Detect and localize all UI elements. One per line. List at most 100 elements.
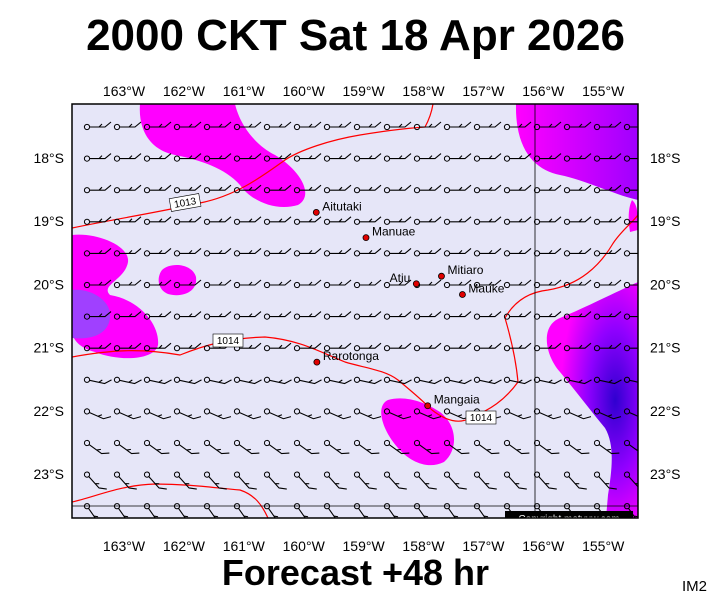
wind-barb bbox=[143, 342, 172, 352]
wind-barb bbox=[323, 247, 352, 257]
wind-barb bbox=[173, 153, 202, 162]
wind-barb bbox=[83, 408, 112, 420]
wind-barb bbox=[263, 503, 286, 518]
wind-barb bbox=[143, 153, 172, 162]
wind-barb bbox=[293, 376, 322, 385]
island-dot bbox=[312, 208, 320, 216]
wind-barb bbox=[413, 153, 442, 162]
wind-patch-west-core bbox=[72, 289, 111, 339]
wind-barb bbox=[473, 279, 502, 289]
wind-barb bbox=[503, 471, 527, 490]
lon-tick-top: 162°W bbox=[163, 83, 206, 99]
wind-barb bbox=[383, 216, 412, 225]
wind-barb bbox=[203, 439, 230, 455]
wind-barb bbox=[263, 184, 292, 194]
wind-barb bbox=[113, 471, 137, 490]
lon-tick-bottom: 157°W bbox=[462, 538, 505, 554]
wind-barb bbox=[623, 187, 638, 194]
wind-barb bbox=[413, 408, 442, 420]
wind-barb bbox=[83, 153, 112, 162]
wind-barb bbox=[654, 185, 681, 193]
product-code: IM2 bbox=[681, 578, 707, 595]
island-label: Mangaia bbox=[434, 393, 480, 407]
wind-barb bbox=[623, 123, 638, 131]
isobar-labels: 1013 1014 1014 bbox=[168, 193, 497, 425]
wind-barb bbox=[623, 408, 638, 420]
wind-barb bbox=[293, 471, 317, 490]
wind-barb bbox=[113, 503, 136, 518]
wind-barb bbox=[203, 153, 232, 162]
wind-barb bbox=[503, 216, 532, 225]
wind-barb bbox=[593, 216, 622, 225]
wind-barb bbox=[143, 279, 172, 289]
wind-barb bbox=[323, 279, 352, 289]
wind-barb bbox=[113, 247, 142, 257]
wind-barb bbox=[503, 184, 532, 194]
wind-barb bbox=[473, 247, 502, 257]
wind-barb bbox=[443, 216, 472, 225]
wind-barb bbox=[143, 408, 172, 420]
wind-barb bbox=[323, 216, 352, 225]
wind-barb bbox=[503, 408, 532, 420]
wind-barb bbox=[323, 439, 350, 455]
wind-barb bbox=[563, 311, 592, 320]
wind-barb bbox=[173, 408, 202, 420]
wind-barb bbox=[623, 281, 638, 289]
wind-barb bbox=[383, 342, 412, 352]
wind-barb bbox=[563, 153, 592, 162]
wind-barb bbox=[593, 184, 622, 194]
wind-barb bbox=[323, 342, 352, 352]
wind-barb bbox=[203, 184, 232, 194]
svg-text:1014: 1014 bbox=[217, 336, 240, 347]
lon-tick-bottom: 162°W bbox=[163, 538, 206, 554]
wind-barb bbox=[293, 184, 322, 194]
island-dot bbox=[362, 234, 370, 242]
wind-patch-east-edge bbox=[628, 200, 638, 232]
wind-barb bbox=[83, 503, 106, 518]
lat-tick-right: 19°S bbox=[650, 213, 681, 229]
wind-barb bbox=[323, 408, 352, 420]
wind-barb bbox=[83, 471, 107, 490]
wind-barb bbox=[503, 376, 532, 385]
wind-barb bbox=[473, 503, 496, 518]
lon-tick-top: 156°W bbox=[522, 83, 565, 99]
wind-barb bbox=[113, 121, 142, 131]
wind-barb bbox=[353, 216, 382, 225]
wind-barb bbox=[654, 374, 682, 387]
graticule bbox=[72, 104, 638, 518]
wind-barb bbox=[533, 153, 562, 162]
wind-barb bbox=[413, 376, 442, 385]
wind-barb bbox=[353, 439, 380, 455]
wind-barb bbox=[473, 184, 502, 194]
wind-barb bbox=[263, 342, 292, 352]
wind-barb bbox=[623, 218, 638, 225]
copyright-text: Copyright metvuw.com bbox=[518, 514, 619, 525]
wind-barb bbox=[443, 311, 472, 320]
wind-barb bbox=[473, 311, 502, 320]
wind-barb bbox=[533, 376, 562, 385]
wind-barb bbox=[563, 247, 592, 257]
wind-barb bbox=[533, 121, 562, 131]
lon-tick-bottom: 160°W bbox=[283, 538, 326, 554]
wind-barb bbox=[443, 121, 472, 131]
wind-barb bbox=[473, 153, 502, 162]
wind-barb bbox=[533, 342, 562, 352]
wind-barb bbox=[593, 311, 622, 320]
lon-tick-bottom: 163°W bbox=[103, 538, 146, 554]
wind-barb bbox=[113, 216, 142, 225]
island-label: Rarotonga bbox=[323, 349, 379, 363]
island-label: Mauke bbox=[468, 282, 504, 296]
wind-barb bbox=[443, 279, 472, 289]
lon-tick-top: 157°W bbox=[462, 83, 505, 99]
wind-barb bbox=[83, 184, 112, 194]
wind-barb bbox=[623, 313, 638, 320]
island-markers: Aitutaki Manuae Mitiaro Atiu Mauke Rarotonga M… bbox=[312, 199, 505, 410]
wind-barb bbox=[173, 342, 202, 352]
wind-barb bbox=[143, 121, 172, 131]
wind-barb bbox=[173, 471, 197, 490]
lat-tick-left: 23°S bbox=[33, 466, 64, 482]
wind-barb bbox=[83, 311, 112, 320]
wind-barb bbox=[533, 471, 557, 490]
wind-barb bbox=[533, 184, 562, 194]
wind-barb bbox=[473, 376, 502, 385]
